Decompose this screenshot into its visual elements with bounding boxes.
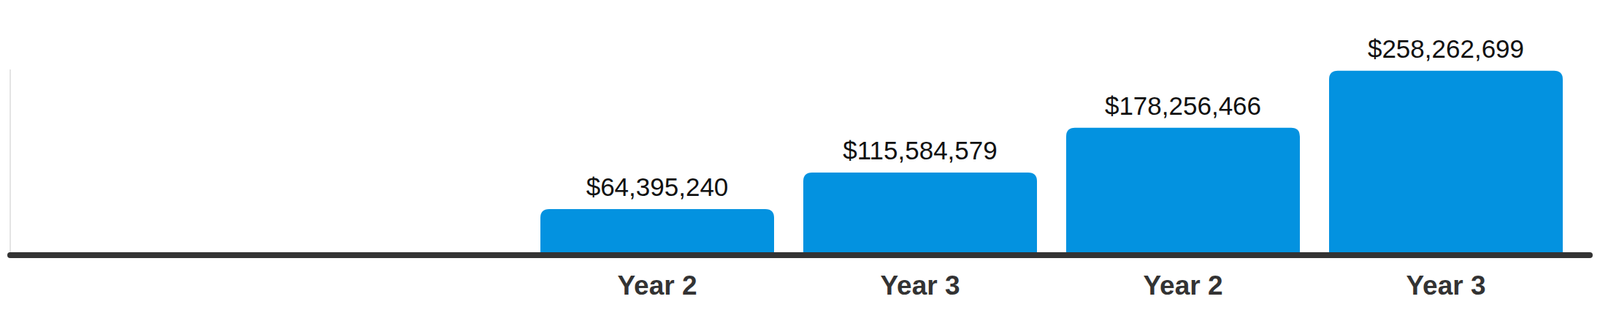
bars [540, 70, 1563, 255]
bar [1329, 70, 1563, 255]
x-axis-line [10, 251, 1590, 258]
bar [803, 172, 1037, 255]
y-axis-line [9, 69, 11, 255]
category-label: Year 2 [1142, 270, 1223, 301]
category-label: Year 3 [879, 270, 960, 301]
bar [540, 208, 775, 255]
category-label: Year 3 [1405, 270, 1486, 301]
data-label: $178,256,466 [1104, 91, 1262, 120]
chart-svg: $64,395,240 $115,584,579 $178,256,466 $258,… [0, 0, 1600, 329]
data-label: $115,584,579 [842, 135, 998, 165]
chart-container: $64,395,240 $115,584,579 $178,256,466 $258,… [0, 0, 1600, 329]
data-label: $64,395,240 [586, 172, 729, 201]
bar [1066, 127, 1300, 255]
category-label: Year 2 [617, 270, 697, 301]
data-label: $258,262,699 [1367, 34, 1525, 63]
